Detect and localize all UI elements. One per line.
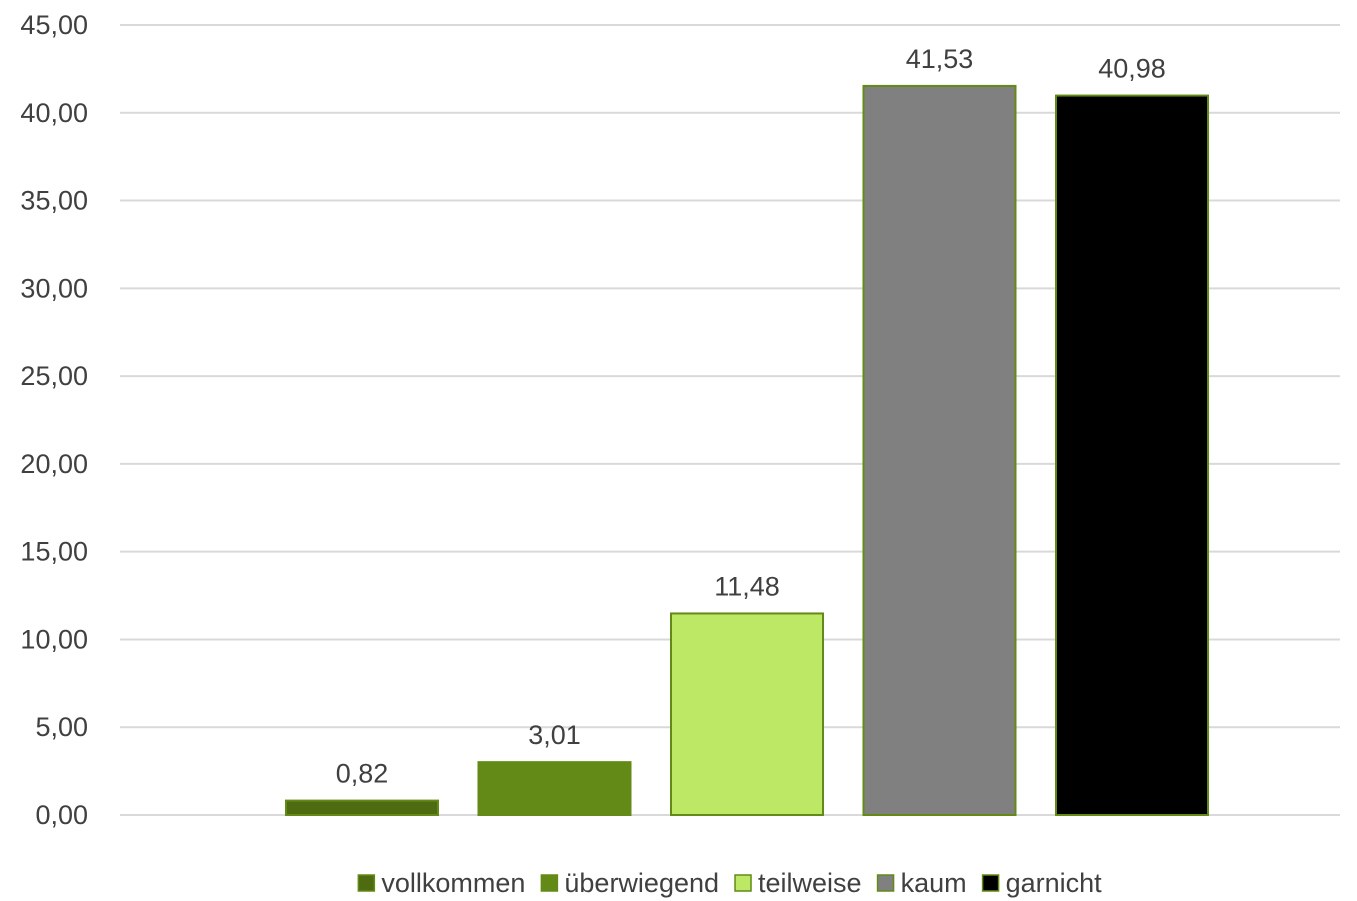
- legend-label: überwiegend: [564, 868, 719, 898]
- legend-label: vollkommen: [381, 868, 525, 898]
- y-tick-label: 20,00: [20, 449, 88, 479]
- legend-swatch: [876, 874, 895, 892]
- data-label: 0,82: [336, 759, 389, 789]
- bars: [285, 84, 1209, 817]
- gridlines: [120, 24, 1340, 816]
- bar-1: [477, 761, 632, 816]
- y-tick-label: 15,00: [20, 537, 88, 567]
- y-tick-label: 5,00: [35, 712, 88, 742]
- bar-3: [862, 84, 1017, 816]
- legend-swatch: [981, 874, 1000, 892]
- y-tick-label: 10,00: [20, 624, 88, 654]
- bar-0: [285, 799, 439, 816]
- bar-4: [1055, 94, 1209, 817]
- data-label: 41,53: [906, 44, 974, 74]
- y-tick-label: 25,00: [20, 361, 88, 391]
- y-tick-label: 30,00: [20, 273, 88, 303]
- y-tick-label: 40,00: [20, 98, 88, 128]
- data-label: 40,98: [1098, 54, 1166, 84]
- legend-label: kaum: [901, 868, 967, 898]
- data-label: 3,01: [528, 720, 581, 750]
- y-tick-label: 45,00: [20, 10, 88, 40]
- legend-swatch: [734, 874, 752, 892]
- legend-label: garnicht: [1006, 868, 1103, 898]
- bar-2: [670, 612, 824, 816]
- legend: vollkommen überwiegend teilweise kaum garnic…: [357, 868, 1103, 898]
- y-tick-label: 0,00: [35, 800, 88, 830]
- data-label: 11,48: [714, 571, 780, 601]
- y-axis-ticks: 0,00 5,00 10,00 15,00 20,00 25,00 30,00 35,00 40…: [20, 10, 88, 830]
- y-tick-label: 35,00: [20, 186, 88, 216]
- data-labels: 0,82 3,01 11,48 41,53 40,98: [336, 44, 1166, 789]
- legend-swatch: [357, 874, 376, 892]
- legend-swatch: [540, 874, 559, 892]
- legend-label: teilweise: [758, 868, 862, 898]
